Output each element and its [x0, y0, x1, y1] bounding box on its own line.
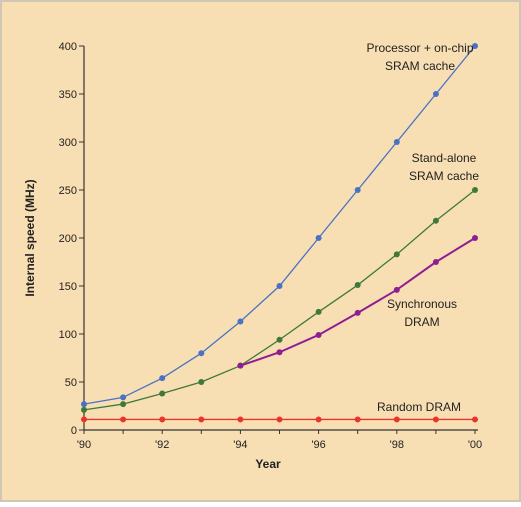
series-label-standalone_sram: Stand-alone — [412, 151, 477, 165]
data-point-random_dram — [159, 416, 166, 423]
data-point-random_dram — [198, 416, 205, 423]
data-point-random_dram — [393, 416, 400, 423]
data-point-sync_dram — [432, 259, 439, 265]
x-axis-label: Year — [255, 457, 281, 471]
series-label-random_dram: Random DRAM — [377, 400, 461, 414]
data-point-standalone_sram — [315, 308, 322, 315]
data-point-random_dram — [276, 416, 283, 423]
data-point-standalone_sram — [276, 336, 283, 343]
data-point-random_dram — [237, 416, 244, 423]
data-point-standalone_sram — [159, 390, 166, 397]
data-point-sync_dram — [393, 286, 400, 293]
data-point-standalone_sram — [120, 401, 127, 408]
data-point-random_dram — [81, 416, 87, 423]
x-axis: '90 '92 '94 '96 '98 '00 Year — [77, 429, 482, 471]
data-point-sync_dram — [472, 235, 478, 241]
series-label-standalone_sram: SRAM cache — [409, 169, 479, 183]
series-labels: Processor + on-chip SRAM cache Stand-alone… — [366, 41, 479, 414]
data-point-standalone_sram — [432, 217, 439, 224]
series-layer — [81, 43, 478, 423]
series-random_dram — [81, 416, 478, 423]
y-tick-label: 150 — [59, 281, 77, 293]
data-point-processor — [432, 91, 439, 97]
data-point-standalone_sram — [198, 379, 205, 385]
y-tick-label: 0 — [71, 425, 77, 437]
series-standalone_sram — [81, 187, 478, 413]
data-point-sync_dram — [237, 362, 244, 369]
series-label-processor: SRAM cache — [385, 59, 455, 73]
data-point-processor — [315, 235, 322, 241]
data-point-processor — [198, 350, 205, 357]
data-point-random_dram — [120, 416, 127, 423]
data-point-standalone_sram — [472, 187, 478, 193]
data-point-processor — [472, 43, 478, 49]
data-point-random_dram — [354, 416, 361, 423]
series-label-processor: Processor + on-chip — [366, 41, 473, 55]
x-tick-label: '90 — [77, 439, 91, 451]
data-point-processor — [159, 375, 166, 382]
data-point-processor — [276, 283, 283, 289]
data-point-standalone_sram — [81, 406, 87, 413]
series-sync_dram — [237, 235, 478, 369]
x-tick-label: '98 — [390, 439, 404, 451]
data-point-sync_dram — [315, 331, 322, 338]
series-processor — [81, 43, 478, 408]
y-axis: 0 50 100 150 200 250 300 350 400 Internal speed … — [23, 41, 85, 437]
y-tick-label: 100 — [59, 329, 77, 341]
data-point-random_dram — [432, 416, 439, 423]
data-point-standalone_sram — [393, 251, 400, 258]
y-tick-label: 250 — [59, 185, 77, 197]
x-tick-label: '96 — [311, 439, 325, 451]
x-tick-label: '94 — [233, 439, 247, 451]
data-point-random_dram — [472, 416, 478, 423]
data-point-standalone_sram — [354, 282, 361, 289]
data-point-sync_dram — [276, 349, 283, 356]
data-point-random_dram — [315, 416, 322, 423]
data-point-sync_dram — [354, 309, 361, 316]
y-tick-label: 350 — [59, 89, 77, 101]
y-tick-label: 200 — [59, 233, 77, 245]
data-point-processor — [237, 318, 244, 325]
x-tick-label: '00 — [468, 439, 482, 451]
y-tick-label: 300 — [59, 137, 77, 149]
y-axis-ticks: 0 50 100 150 200 250 300 350 400 — [59, 41, 84, 437]
y-tick-label: 400 — [59, 41, 77, 53]
y-axis-label: Internal speed (MHz) — [23, 179, 37, 296]
x-axis-ticks: '90 '92 '94 '96 '98 '00 — [77, 430, 482, 451]
y-tick-label: 50 — [65, 377, 77, 389]
data-point-processor — [393, 139, 400, 145]
data-point-processor — [120, 394, 127, 401]
x-tick-label: '92 — [155, 439, 169, 451]
series-label-sync_dram: DRAM — [404, 315, 439, 329]
data-point-processor — [354, 187, 361, 193]
data-point-processor — [81, 401, 87, 408]
series-label-sync_dram: Synchronous — [387, 297, 457, 311]
